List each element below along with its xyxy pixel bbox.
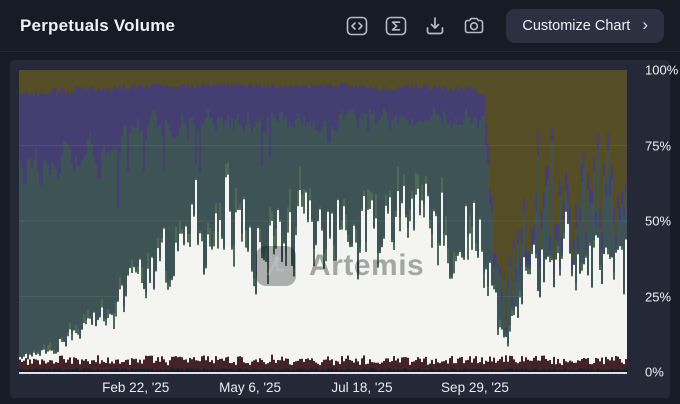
embed-code-button[interactable] xyxy=(345,14,369,38)
x-tick-jul: Jul 18, '25 xyxy=(331,380,393,395)
page-title: Perpetuals Volume xyxy=(20,15,176,35)
y-tick-25: 25% xyxy=(645,289,672,304)
y-tick-50: 50% xyxy=(645,213,672,229)
y-axis: 100% 75% 50% 25% 0% xyxy=(637,63,678,380)
chart-toolbar xyxy=(345,14,486,38)
chevron-right-icon: › xyxy=(642,15,648,34)
chart-card: Artemis 100% 75% 50% 25% 0% Feb 22, '25 … xyxy=(10,60,678,400)
stacked-area-canvas xyxy=(19,70,627,372)
x-tick-may: May 6, '25 xyxy=(219,380,281,395)
customize-chart-button[interactable]: Customize Chart › xyxy=(506,8,664,43)
screenshot-button[interactable] xyxy=(462,14,486,38)
y-tick-75: 75% xyxy=(645,138,672,153)
header: Perpetuals Volume xyxy=(0,0,680,52)
perpetuals-volume-chart[interactable]: Artemis xyxy=(19,70,627,374)
x-tick-feb: Feb 22, '25 xyxy=(102,380,170,395)
sigma-icon xyxy=(386,16,407,35)
x-tick-sep: Sep 29, '25 xyxy=(441,380,509,395)
code-icon xyxy=(347,16,368,35)
download-button[interactable] xyxy=(423,14,447,38)
y-tick-0: 0% xyxy=(645,364,664,380)
x-axis: Feb 22, '25 May 6, '25 Jul 18, '25 Sep 2… xyxy=(19,380,627,400)
camera-icon xyxy=(465,17,484,33)
customize-chart-label: Customize Chart xyxy=(522,17,631,34)
download-icon xyxy=(426,16,444,34)
y-tick-100: 100% xyxy=(645,62,679,78)
formula-button[interactable] xyxy=(384,14,408,38)
